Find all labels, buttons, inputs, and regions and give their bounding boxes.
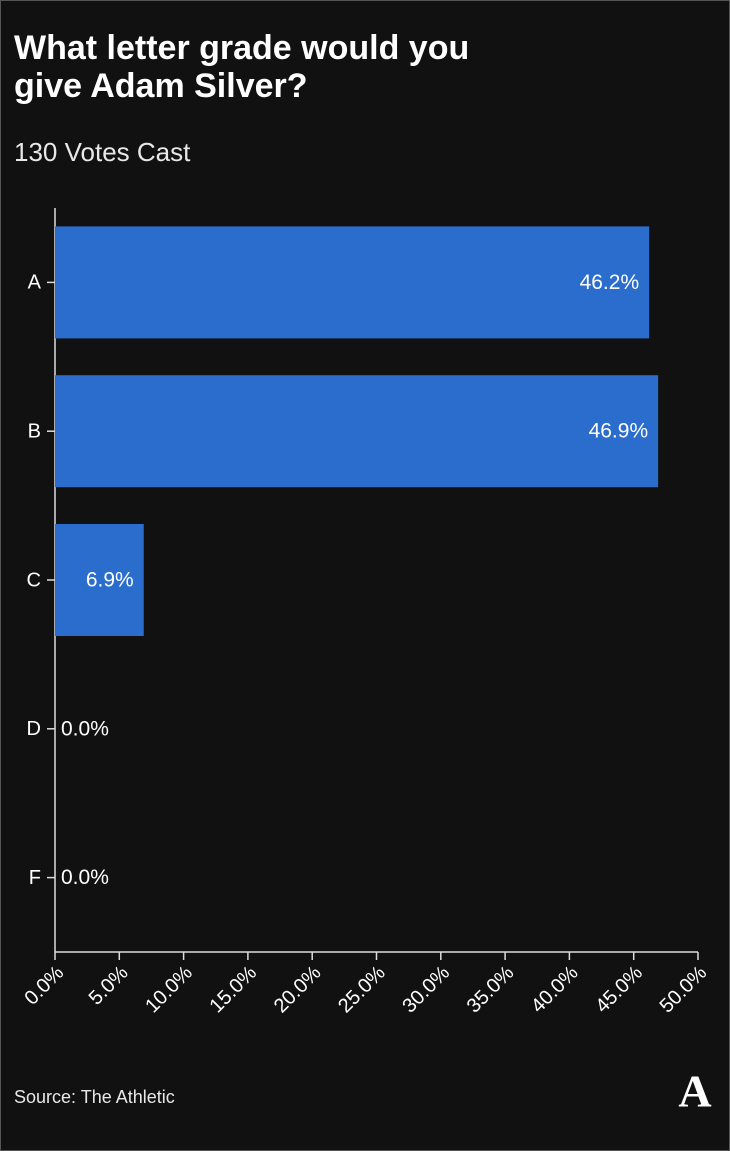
chart-subtitle: 130 Votes Cast	[14, 137, 191, 167]
source: Source: The Athletic	[14, 1087, 175, 1107]
bar	[55, 375, 659, 488]
value-label: 0.0%	[61, 866, 109, 889]
value-label: 6.9%	[86, 569, 134, 592]
y-tick-label: A	[28, 272, 42, 294]
chart-title: What letter grade would you give Adam Sil…	[14, 29, 469, 105]
bar	[55, 524, 144, 636]
bar	[55, 226, 650, 339]
y-tick-label: C	[27, 569, 41, 591]
value-label: 46.9%	[589, 420, 649, 443]
y-tick-label: D	[27, 718, 41, 740]
value-label: 46.2%	[580, 271, 640, 294]
value-label: 0.0%	[61, 717, 109, 740]
logo: A	[678, 1066, 711, 1117]
y-tick-label: B	[28, 420, 41, 442]
y-tick-label: F	[29, 867, 41, 889]
